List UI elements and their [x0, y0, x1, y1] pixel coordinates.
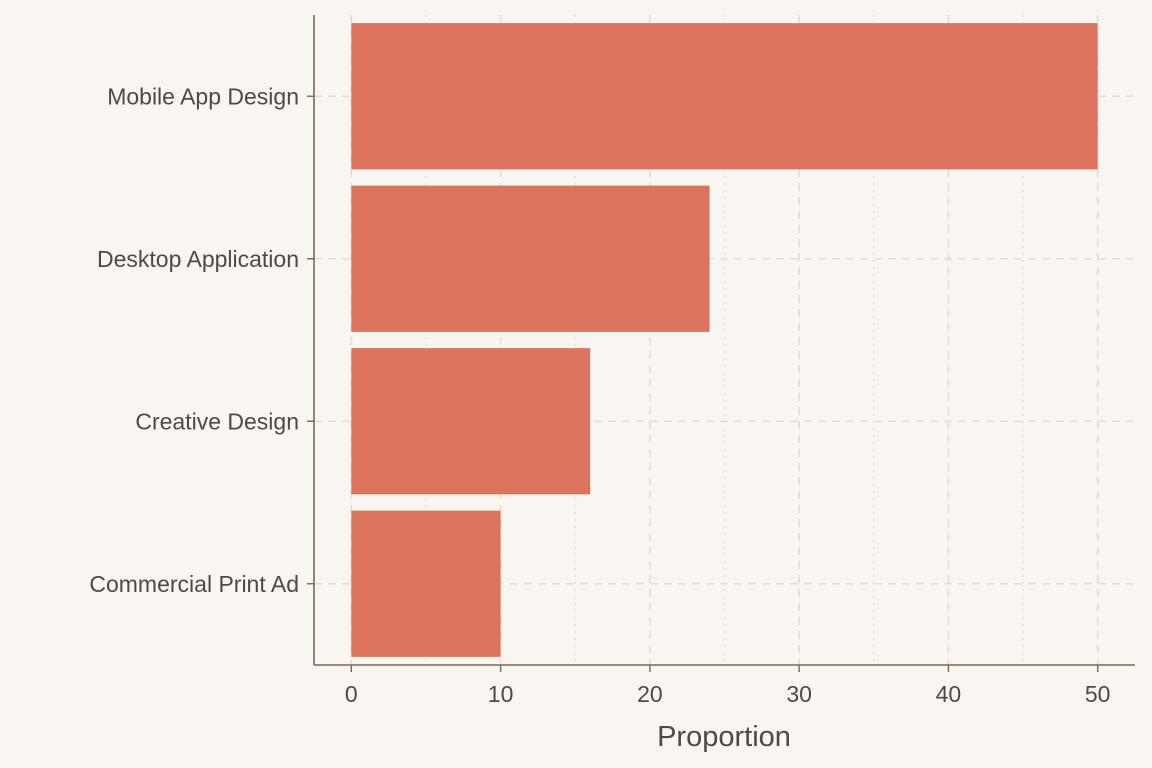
x-tick-label: 10 [488, 681, 514, 707]
y-tick-label: Mobile App Design [107, 83, 299, 109]
axes [313, 15, 1135, 666]
bars [351, 23, 1098, 657]
x-ticks: 0 10 20 30 40 50 [345, 665, 1111, 707]
y-tick-label: Creative Design [135, 408, 299, 434]
x-tick-label: 0 [345, 681, 358, 707]
y-tick-label: Desktop Application [97, 246, 299, 272]
bar [351, 348, 591, 495]
y-ticks: Mobile App Design Desktop Application Crea… [89, 83, 314, 597]
y-tick-label: Commercial Print Ad [89, 571, 299, 597]
x-tick-label: 50 [1085, 681, 1111, 707]
x-tick-label: 40 [936, 681, 962, 707]
x-tick-label: 30 [786, 681, 812, 707]
x-axis-title: Proportion [657, 721, 791, 753]
x-tick-label: 20 [637, 681, 663, 707]
bar [351, 510, 501, 657]
bar [351, 185, 710, 332]
bar [351, 23, 1098, 170]
